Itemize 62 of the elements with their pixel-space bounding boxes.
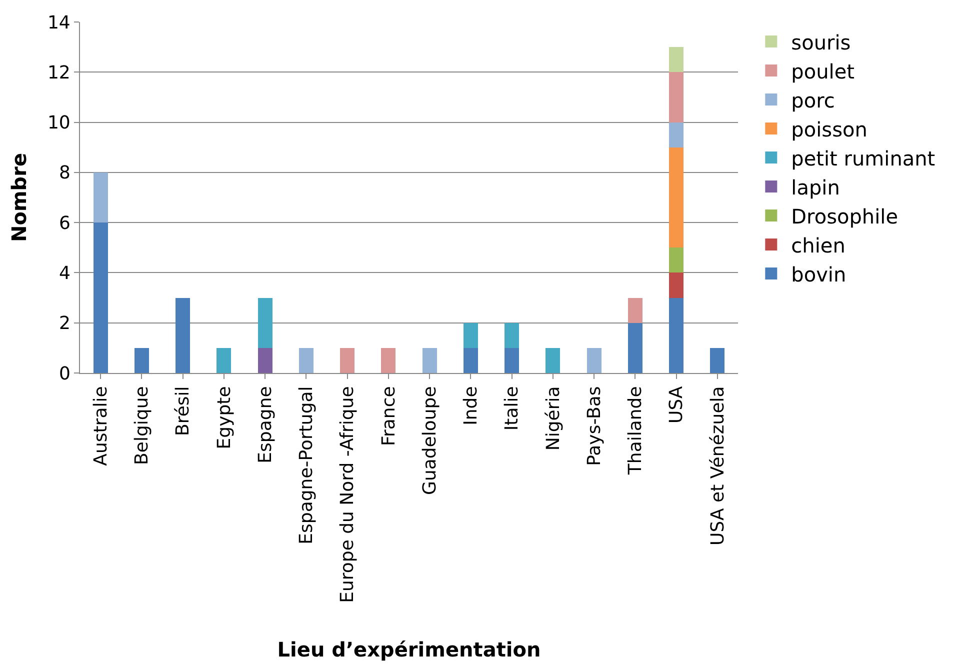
x-tick-label: Italie (502, 386, 523, 431)
bar (381, 348, 396, 373)
y-tick-label: 14 (47, 12, 70, 34)
bar (669, 147, 684, 248)
bar (216, 348, 232, 373)
bar (134, 348, 149, 373)
bar (710, 348, 725, 373)
x-tick-label: Thailande (625, 386, 646, 476)
bar (463, 322, 478, 348)
bar (628, 298, 642, 323)
x-tick-label: Egypte (214, 386, 235, 450)
bar (93, 172, 108, 223)
bar (669, 272, 684, 298)
legend-label: lapin (791, 175, 840, 200)
y-tick-label: 4 (58, 263, 70, 284)
x-tick-label: Inde (460, 386, 482, 426)
x-tick-label: USA (666, 386, 688, 424)
x-tick-label: Pays-Bas (584, 386, 605, 466)
bar (669, 47, 684, 72)
x-tick-label: USA et Vénézuela (707, 386, 728, 546)
legend-label: bovin (791, 262, 846, 286)
y-axis-title: Nombre (6, 152, 31, 242)
x-tick-label: Guadeloupe (419, 386, 440, 496)
x-tick-label: Espagne (254, 386, 276, 464)
bar (628, 322, 642, 373)
y-tick-label: 10 (47, 112, 70, 134)
bar (93, 222, 108, 373)
x-axis-title: Lieu d’expérimentation (277, 637, 541, 662)
x-tick-label: Australie (90, 386, 112, 466)
bar (422, 348, 437, 373)
y-tick-label: 0 (58, 363, 70, 384)
x-tick-label: Espagne-Portugal (296, 386, 318, 544)
bar (504, 322, 520, 348)
legend-label: porc (791, 88, 835, 112)
legend-label: souris (791, 30, 851, 54)
bar (176, 298, 190, 373)
legend-label: Drosophile (791, 204, 898, 228)
legend-label: chien (791, 233, 846, 258)
bar (586, 348, 602, 373)
y-tick-label: 8 (58, 162, 70, 184)
y-tick-label: 12 (47, 62, 70, 84)
bar (546, 348, 560, 373)
y-tick-label: 2 (58, 313, 70, 334)
x-tick-label: Brésil (172, 386, 194, 436)
x-tick-label: France (378, 386, 400, 446)
legend-label: poisson (791, 117, 868, 142)
legend-label: poulet (791, 59, 855, 84)
bar (298, 348, 314, 373)
bar (258, 298, 272, 348)
bar (463, 348, 478, 373)
bar (258, 348, 272, 373)
x-tick-label: Europe du Nord -Afrique (337, 386, 358, 603)
x-tick-label: Belgique (132, 386, 153, 465)
legend-label: petit ruminant (791, 146, 936, 170)
bar (504, 348, 520, 373)
bar (669, 122, 684, 148)
y-tick-label: 6 (58, 212, 70, 234)
x-tick-label: Nigéria (542, 386, 564, 451)
bar (669, 298, 684, 373)
bar (669, 72, 684, 122)
bar (340, 348, 355, 373)
bar (669, 248, 684, 273)
